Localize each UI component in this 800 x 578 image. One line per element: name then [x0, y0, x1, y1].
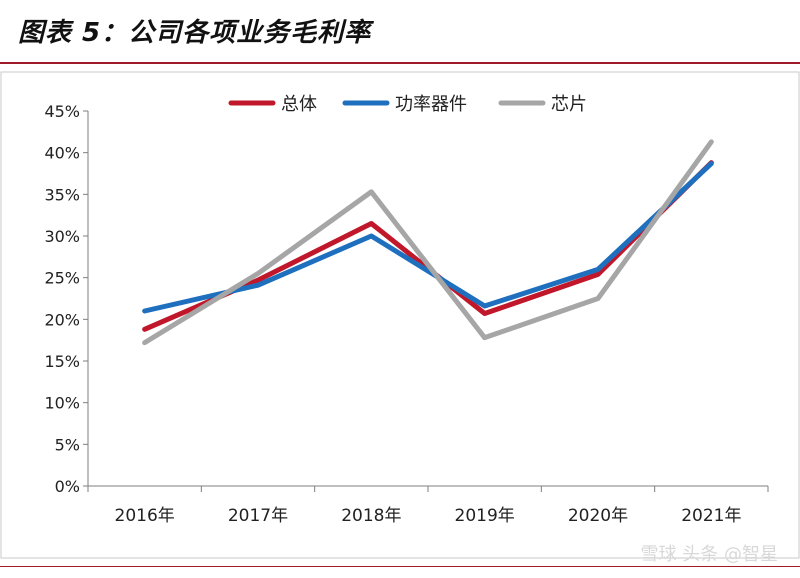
bottom-rule [0, 566, 800, 567]
x-tick-label: 2019年 [455, 506, 515, 526]
y-tick-label: 10% [44, 394, 80, 413]
line-chart: 0% 5% 10% 15% 20% 25% 30% 35% 40% 45% 2016年 2017年 20… [0, 71, 800, 559]
axes: 0% 5% 10% 15% 20% 25% 30% 35% 40% 45% 2016年 2017年 20… [44, 102, 769, 526]
legend-label-1: 功率器件 [395, 94, 467, 115]
series-line-1 [142, 161, 714, 314]
x-tick-label: 2017年 [228, 506, 288, 526]
x-tick-label: 2021年 [681, 506, 741, 526]
legend-label-2: 芯片 [551, 94, 587, 115]
y-tick-label: 5% [55, 435, 80, 454]
plot-frame [0, 71, 800, 559]
series-line-2 [142, 139, 714, 346]
y-tick-label: 15% [44, 352, 80, 371]
watermark: 雪球 头条 @智星 [640, 544, 778, 565]
figure-title: 图表 5：公司各项业务毛利率 [18, 18, 372, 48]
legend: 总体 功率器件 芯片 [228, 94, 587, 115]
y-tick-label: 0% [55, 477, 80, 496]
x-tick-label: 2020年 [568, 506, 628, 526]
y-tick-label: 35% [44, 185, 80, 204]
y-tick-label: 45% [44, 102, 80, 121]
x-tick-label: 2018年 [341, 506, 401, 526]
legend-label-0: 总体 [281, 94, 317, 115]
title-rule [0, 62, 800, 64]
series-lines [142, 139, 714, 346]
x-tick-label: 2016年 [115, 506, 175, 526]
y-tick-label: 20% [44, 310, 80, 329]
y-tick-label: 25% [44, 269, 80, 288]
y-tick-label: 30% [44, 227, 80, 246]
y-tick-label: 40% [44, 144, 80, 163]
